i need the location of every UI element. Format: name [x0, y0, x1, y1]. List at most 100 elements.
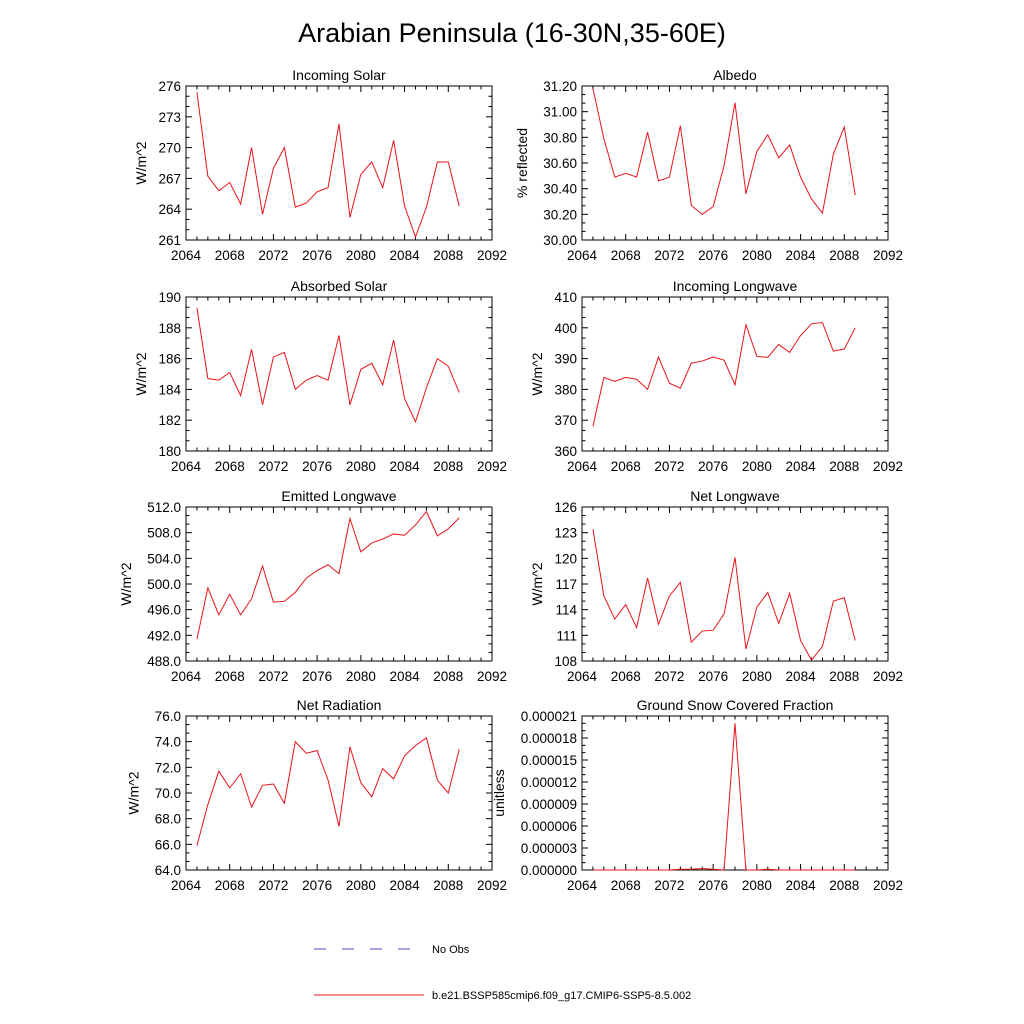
y-tick-label: 30.60 — [543, 156, 577, 171]
y-tick-label: 30.20 — [543, 207, 577, 222]
y-tick-label: 0.000009 — [521, 797, 577, 812]
x-tick-label: 2092 — [477, 248, 507, 263]
x-tick-label: 2080 — [742, 248, 772, 263]
series-line — [592, 723, 856, 871]
y-tick-label: 0.000012 — [521, 775, 577, 790]
legend: No Obs b.e21.BSSP585cmip6.f09_g17.CMIP6-… — [314, 944, 691, 1002]
panel-5: Emitted Longwave 2064 2068 2072 2076 2080 2084… — [118, 488, 507, 684]
legend-label-no-obs: No Obs — [432, 944, 470, 956]
x-tick-label: 2084 — [390, 669, 421, 684]
panel-title: Emitted Longwave — [281, 488, 396, 504]
y-tick-label: 0.000021 — [521, 709, 577, 724]
y-tick-label: 264 — [158, 202, 181, 217]
x-tick-label: 2080 — [742, 459, 772, 474]
y-tick-label: 126 — [554, 500, 577, 515]
y-tick-label: 72.0 — [155, 760, 181, 775]
x-tick-label: 2084 — [390, 459, 421, 474]
x-tick-label: 2068 — [611, 459, 641, 474]
x-tick-label: 2088 — [433, 878, 463, 893]
plot-frame — [185, 296, 493, 452]
x-tick-label: 2088 — [433, 459, 463, 474]
y-tick-label: 360 — [554, 444, 577, 459]
plot-frame — [185, 715, 493, 871]
x-tick-label: 2076 — [302, 669, 332, 684]
x-tick-label: 2072 — [258, 248, 288, 263]
y-axis-label: W/m^2 — [529, 562, 545, 605]
y-tick-label: 74.0 — [155, 735, 181, 750]
y-tick-label: 270 — [158, 141, 181, 156]
y-tick-label: 68.0 — [155, 812, 181, 827]
y-axis-label: % reflected — [514, 128, 530, 198]
x-tick-label: 2080 — [346, 248, 376, 263]
y-tick-label: 31.20 — [543, 79, 577, 94]
x-tick-label: 2072 — [654, 459, 684, 474]
y-tick-label: 488.0 — [147, 654, 181, 669]
series-line — [592, 88, 856, 215]
x-tick-label: 2068 — [215, 248, 245, 263]
y-tick-label: 370 — [554, 413, 577, 428]
x-tick-label: 2080 — [346, 459, 376, 474]
y-tick-label: 186 — [158, 352, 181, 367]
x-tick-label: 2064 — [171, 459, 202, 474]
y-tick-label: 261 — [158, 233, 181, 248]
y-tick-label: 184 — [158, 382, 181, 397]
x-tick-label: 2072 — [654, 669, 684, 684]
panel-title: Incoming Solar — [292, 67, 386, 83]
x-tick-label: 2092 — [477, 669, 507, 684]
plot-frame — [581, 715, 889, 871]
panel-8: Ground Snow Covered Fraction 2064 2068 2072… — [491, 697, 903, 893]
x-tick-label: 2080 — [742, 878, 772, 893]
x-tick-label: 2092 — [873, 459, 903, 474]
y-axis-label: W/m^2 — [126, 771, 142, 814]
x-tick-label: 2088 — [829, 878, 859, 893]
main-title: Arabian Peninsula (16-30N,35-60E) — [298, 18, 726, 48]
y-tick-label: 123 — [554, 526, 577, 541]
y-axis-label: unitless — [491, 769, 507, 816]
y-tick-label: 182 — [158, 413, 181, 428]
y-tick-label: 64.0 — [155, 863, 181, 878]
panel-title: Absorbed Solar — [291, 278, 388, 294]
series-line — [196, 736, 460, 846]
series-line — [592, 322, 856, 427]
y-tick-label: 390 — [554, 352, 577, 367]
y-tick-label: 0.000015 — [521, 753, 577, 768]
y-tick-label: 276 — [158, 79, 181, 94]
x-tick-label: 2084 — [390, 248, 421, 263]
y-tick-label: 0.000018 — [521, 731, 577, 746]
x-tick-label: 2092 — [477, 459, 507, 474]
y-tick-label: 273 — [158, 110, 181, 125]
series-line — [196, 307, 460, 424]
panel-4: Incoming Longwave 2064 2068 2072 2076 2080 208… — [529, 278, 903, 474]
y-tick-label: 380 — [554, 382, 577, 397]
y-tick-label: 120 — [554, 551, 577, 566]
x-tick-label: 2076 — [698, 669, 728, 684]
x-tick-label: 2084 — [390, 878, 421, 893]
y-tick-label: 492.0 — [147, 628, 181, 643]
y-tick-label: 267 — [158, 171, 181, 186]
x-tick-label: 2072 — [258, 878, 288, 893]
x-tick-label: 2092 — [873, 878, 903, 893]
x-tick-label: 2068 — [611, 248, 641, 263]
x-tick-label: 2072 — [258, 669, 288, 684]
y-tick-label: 66.0 — [155, 837, 181, 852]
x-tick-label: 2068 — [215, 459, 245, 474]
y-axis-label: W/m^2 — [529, 352, 545, 395]
x-tick-label: 2088 — [829, 248, 859, 263]
y-tick-label: 30.00 — [543, 233, 577, 248]
x-tick-label: 2092 — [873, 669, 903, 684]
y-axis-label: W/m^2 — [133, 352, 149, 395]
panel-title: Ground Snow Covered Fraction — [637, 697, 834, 713]
y-axis-label: W/m^2 — [118, 562, 134, 605]
y-tick-label: 31.00 — [543, 105, 577, 120]
x-tick-label: 2064 — [567, 459, 598, 474]
x-tick-label: 2072 — [654, 878, 684, 893]
x-tick-label: 2092 — [477, 878, 507, 893]
x-tick-label: 2064 — [567, 669, 598, 684]
x-tick-label: 2084 — [786, 248, 817, 263]
panel-title: Net Longwave — [690, 488, 780, 504]
series-line — [592, 529, 856, 662]
y-tick-label: 0.000003 — [521, 841, 577, 856]
y-tick-label: 508.0 — [147, 526, 181, 541]
x-tick-label: 2076 — [698, 248, 728, 263]
